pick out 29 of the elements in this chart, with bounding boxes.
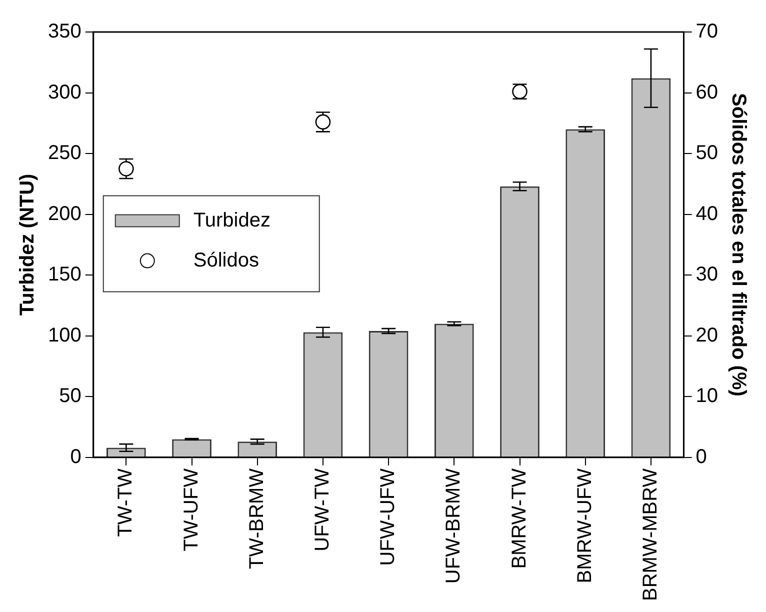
x-tick-label: TW-TW [114, 468, 137, 537]
x-tick-label: BRMW-MBRW [639, 468, 662, 601]
legend-label: Turbidez [193, 209, 270, 232]
legend-label: Sólidos [193, 249, 259, 272]
y2-tick-label: 30 [696, 264, 718, 286]
x-tick-label: UFW-BRMW [442, 468, 465, 584]
x-tick-label: UFW-TW [311, 468, 334, 552]
y-tick-label: 250 [48, 142, 82, 164]
y2-tick-label: 0 [696, 446, 707, 468]
y2-tick-label: 10 [696, 385, 718, 408]
y-tick-label: 100 [48, 324, 82, 346]
y-tick-label: 150 [48, 264, 82, 286]
y-axis-title: Turbidez (NTU) [16, 174, 39, 316]
y-tick-label: 50 [59, 385, 82, 408]
y2-tick-label: 20 [696, 324, 718, 346]
y2-axis-title: Sólidos totales en el filtrado (%) [727, 93, 750, 396]
y2-tick-label: 40 [696, 202, 718, 225]
x-tick-label: TW-BRMW [246, 468, 268, 570]
x-tick-label: BMRW-UFW [574, 468, 596, 584]
y2-tick-label: 60 [696, 81, 718, 104]
y-tick-label: 0 [70, 446, 82, 468]
y-tick-label: 350 [48, 20, 82, 43]
y2-tick-label: 70 [696, 20, 718, 43]
x-tick-label: BMRW-TW [508, 468, 530, 569]
y2-tick-label: 50 [696, 142, 718, 164]
x-tick-label: TW-UFW [180, 468, 202, 552]
y-tick-label: 300 [48, 81, 82, 104]
y-tick-label: 200 [48, 202, 82, 225]
x-tick-label: UFW-UFW [377, 468, 400, 566]
